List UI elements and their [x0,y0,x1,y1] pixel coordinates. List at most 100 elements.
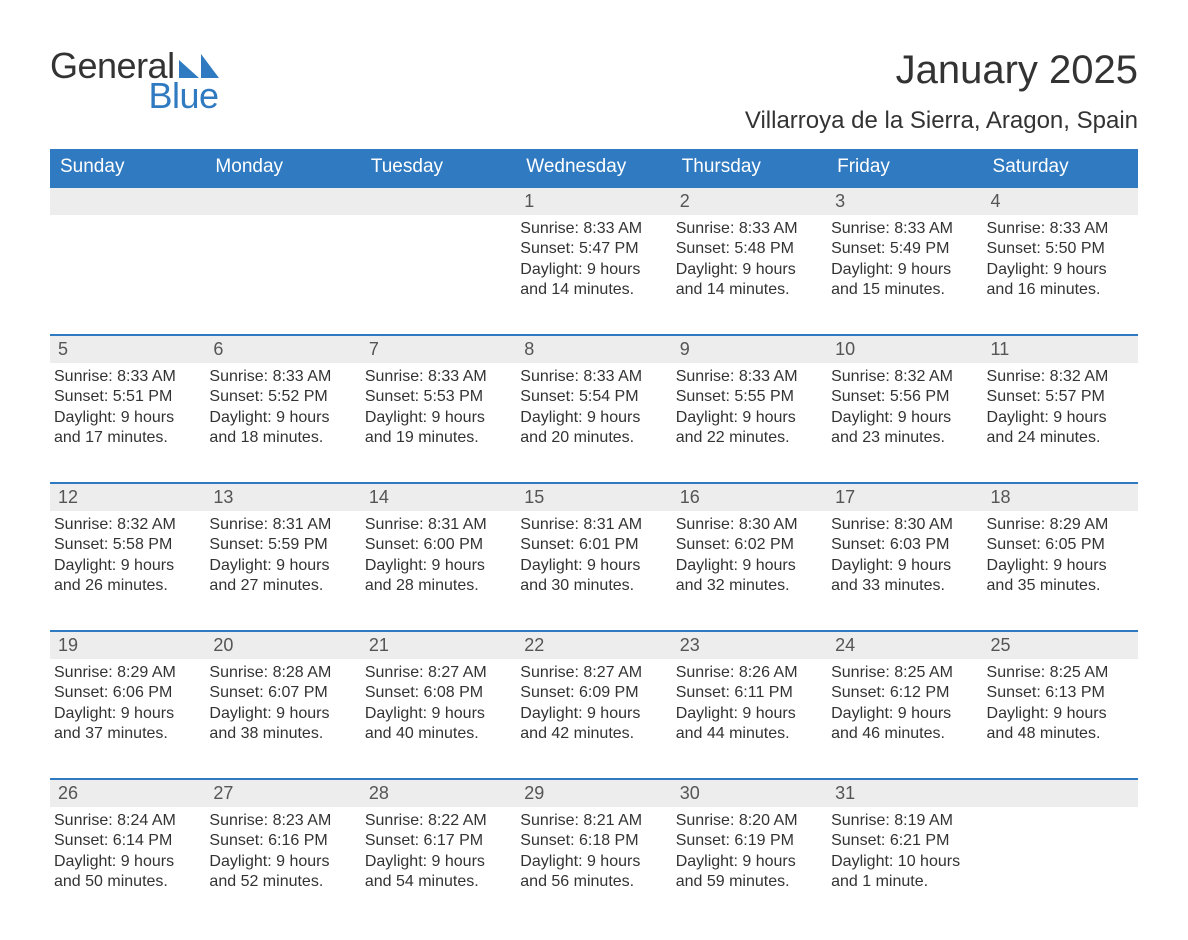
sunset-text: Sunset: 6:05 PM [987,535,1132,555]
sunset-text: Sunset: 6:18 PM [520,831,665,851]
day-number: 23 [672,632,827,659]
day-body: Sunrise: 8:25 AMSunset: 6:12 PMDaylight:… [827,659,982,745]
sunset-text: Sunset: 6:03 PM [831,535,976,555]
day-body: Sunrise: 8:33 AMSunset: 5:53 PMDaylight:… [361,363,516,449]
day-body: Sunrise: 8:22 AMSunset: 6:17 PMDaylight:… [361,807,516,893]
day-cell: 28Sunrise: 8:22 AMSunset: 6:17 PMDayligh… [361,780,516,900]
sunrise-text: Sunrise: 8:29 AM [987,515,1132,535]
top-row: General Blue January 2025 Villarroya de … [50,48,1138,135]
sunrise-text: Sunrise: 8:29 AM [54,663,199,683]
sunrise-text: Sunrise: 8:33 AM [54,367,199,387]
day-body: Sunrise: 8:30 AMSunset: 6:02 PMDaylight:… [672,511,827,597]
day-number: 31 [827,780,982,807]
empty-day [361,188,516,215]
sunset-text: Sunset: 5:47 PM [520,239,665,259]
day-cell: 24Sunrise: 8:25 AMSunset: 6:12 PMDayligh… [827,632,982,752]
title-block: January 2025 Villarroya de la Sierra, Ar… [745,48,1138,135]
sunrise-text: Sunrise: 8:33 AM [987,219,1132,239]
day-number: 21 [361,632,516,659]
sunset-text: Sunset: 5:55 PM [676,387,821,407]
sunset-text: Sunset: 6:21 PM [831,831,976,851]
sunset-text: Sunset: 5:58 PM [54,535,199,555]
sunrise-text: Sunrise: 8:22 AM [365,811,510,831]
header-thursday: Thursday [672,149,827,186]
week-row: 1Sunrise: 8:33 AMSunset: 5:47 PMDaylight… [50,186,1138,308]
daylight-text: Daylight: 9 hours and 56 minutes. [520,852,665,893]
week-row: 12Sunrise: 8:32 AMSunset: 5:58 PMDayligh… [50,482,1138,604]
daylight-text: Daylight: 9 hours and 28 minutes. [365,556,510,597]
day-body: Sunrise: 8:33 AMSunset: 5:52 PMDaylight:… [205,363,360,449]
sunrise-text: Sunrise: 8:33 AM [676,367,821,387]
day-cell: 21Sunrise: 8:27 AMSunset: 6:08 PMDayligh… [361,632,516,752]
week-row: 26Sunrise: 8:24 AMSunset: 6:14 PMDayligh… [50,778,1138,900]
day-cell: 6Sunrise: 8:33 AMSunset: 5:52 PMDaylight… [205,336,360,456]
day-body: Sunrise: 8:33 AMSunset: 5:51 PMDaylight:… [50,363,205,449]
sunset-text: Sunset: 5:53 PM [365,387,510,407]
sunrise-text: Sunrise: 8:33 AM [676,219,821,239]
sunrise-text: Sunrise: 8:20 AM [676,811,821,831]
header-sunday: Sunday [50,149,205,186]
empty-day [205,188,360,215]
sunrise-text: Sunrise: 8:27 AM [520,663,665,683]
daylight-text: Daylight: 9 hours and 46 minutes. [831,704,976,745]
day-cell: 20Sunrise: 8:28 AMSunset: 6:07 PMDayligh… [205,632,360,752]
daylight-text: Daylight: 9 hours and 54 minutes. [365,852,510,893]
day-cell: 9 Sunrise: 8:33 AMSunset: 5:55 PMDaylight… [672,336,827,456]
day-cell: 2Sunrise: 8:33 AMSunset: 5:48 PMDaylight… [672,188,827,308]
day-number: 19 [50,632,205,659]
daylight-text: Daylight: 9 hours and 27 minutes. [209,556,354,597]
day-number: 17 [827,484,982,511]
day-cell: 22Sunrise: 8:27 AMSunset: 6:09 PMDayligh… [516,632,671,752]
sunset-text: Sunset: 6:11 PM [676,683,821,703]
sunset-text: Sunset: 5:50 PM [987,239,1132,259]
daylight-text: Daylight: 9 hours and 15 minutes. [831,260,976,301]
sunset-text: Sunset: 6:01 PM [520,535,665,555]
daylight-text: Daylight: 9 hours and 22 minutes. [676,408,821,449]
day-cell: 5Sunrise: 8:33 AMSunset: 5:51 PMDaylight… [50,336,205,456]
day-number: 13 [205,484,360,511]
day-cell: 27Sunrise: 8:23 AMSunset: 6:16 PMDayligh… [205,780,360,900]
day-number: 22 [516,632,671,659]
day-body: Sunrise: 8:29 AMSunset: 6:06 PMDaylight:… [50,659,205,745]
day-number: 15 [516,484,671,511]
sunrise-text: Sunrise: 8:19 AM [831,811,976,831]
sunrise-text: Sunrise: 8:24 AM [54,811,199,831]
sunrise-text: Sunrise: 8:30 AM [676,515,821,535]
day-body: Sunrise: 8:33 AMSunset: 5:47 PMDaylight:… [516,215,671,301]
day-cell: 26Sunrise: 8:24 AMSunset: 6:14 PMDayligh… [50,780,205,900]
day-body: Sunrise: 8:20 AMSunset: 6:19 PMDaylight:… [672,807,827,893]
day-body: Sunrise: 8:26 AMSunset: 6:11 PMDaylight:… [672,659,827,745]
day-number: 4 [983,188,1138,215]
sunrise-text: Sunrise: 8:33 AM [520,219,665,239]
week-row: 5Sunrise: 8:33 AMSunset: 5:51 PMDaylight… [50,334,1138,456]
day-number: 9 [672,336,827,363]
day-body: Sunrise: 8:33 AMSunset: 5:48 PMDaylight:… [672,215,827,301]
day-body: Sunrise: 8:32 AMSunset: 5:58 PMDaylight:… [50,511,205,597]
day-number: 20 [205,632,360,659]
day-body: Sunrise: 8:29 AMSunset: 6:05 PMDaylight:… [983,511,1138,597]
daylight-text: Daylight: 9 hours and 16 minutes. [987,260,1132,301]
day-number: 5 [50,336,205,363]
sunrise-text: Sunrise: 8:32 AM [831,367,976,387]
sunset-text: Sunset: 6:00 PM [365,535,510,555]
daylight-text: Daylight: 9 hours and 17 minutes. [54,408,199,449]
empty-day [983,780,1138,807]
calendar: Sunday Monday Tuesday Wednesday Thursday… [50,149,1138,900]
logo: General Blue [50,48,219,114]
day-number: 8 [516,336,671,363]
day-cell: 14Sunrise: 8:31 AMSunset: 6:00 PMDayligh… [361,484,516,604]
daylight-text: Daylight: 9 hours and 18 minutes. [209,408,354,449]
day-cell: 18Sunrise: 8:29 AMSunset: 6:05 PMDayligh… [983,484,1138,604]
daylight-text: Daylight: 9 hours and 50 minutes. [54,852,199,893]
sunset-text: Sunset: 5:52 PM [209,387,354,407]
sunset-text: Sunset: 5:57 PM [987,387,1132,407]
day-body: Sunrise: 8:32 AMSunset: 5:57 PMDaylight:… [983,363,1138,449]
sunrise-text: Sunrise: 8:33 AM [831,219,976,239]
day-cell: 3Sunrise: 8:33 AMSunset: 5:49 PMDaylight… [827,188,982,308]
location: Villarroya de la Sierra, Aragon, Spain [745,107,1138,135]
sunset-text: Sunset: 6:14 PM [54,831,199,851]
day-body: Sunrise: 8:33 AMSunset: 5:50 PMDaylight:… [983,215,1138,301]
daylight-text: Daylight: 9 hours and 44 minutes. [676,704,821,745]
day-number: 12 [50,484,205,511]
day-cell: 16Sunrise: 8:30 AMSunset: 6:02 PMDayligh… [672,484,827,604]
